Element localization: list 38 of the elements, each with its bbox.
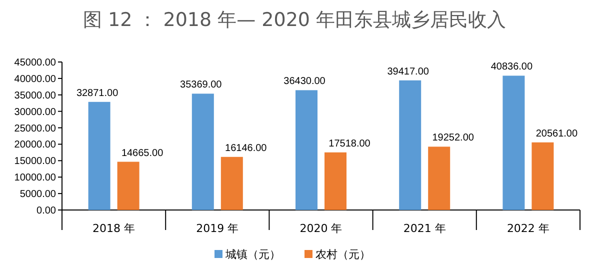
bar: [296, 90, 318, 210]
y-tick-label: 20000.00: [14, 140, 56, 151]
y-tick-label: 35000.00: [14, 90, 56, 102]
bar: [428, 146, 450, 210]
bar: [117, 162, 140, 210]
data-label: 36430.00: [284, 76, 326, 88]
x-tick-label: 2022 年: [506, 222, 550, 235]
x-tick-label: 2018 年: [92, 222, 136, 235]
bar: [192, 94, 214, 210]
data-label: 40836.00: [490, 62, 533, 73]
bar: [220, 156, 243, 210]
y-tick-label: 30000.00: [14, 106, 56, 118]
legend-label: 城镇（元）: [224, 248, 280, 261]
data-label: 20561.00: [536, 128, 578, 140]
x-tick-label: 2020 年: [300, 222, 342, 235]
y-tick-label: 5000.00: [20, 189, 56, 200]
bar: [88, 102, 110, 210]
bar: [502, 76, 525, 210]
bar: [532, 142, 554, 210]
data-label: 19252.00: [432, 132, 474, 144]
data-label: 16146.00: [225, 142, 268, 154]
x-tick-label: 2019 年: [196, 222, 239, 235]
bar: [399, 80, 422, 210]
data-label: 35369.00: [180, 80, 222, 91]
y-tick-label: 40000.00: [14, 74, 56, 85]
bar: [324, 152, 346, 210]
legend-label: 农村（元）: [316, 248, 370, 261]
y-tick-label: 45000.00: [14, 58, 56, 68]
chart-title: 图 12 ： 2018 年— 2020 年田东县城乡居民收入: [82, 9, 506, 31]
data-label: 39417.00: [387, 66, 430, 78]
data-label: 14665.00: [121, 148, 164, 159]
y-tick-label: 0.00: [36, 206, 56, 216]
x-tick-label: 2021 年: [403, 222, 446, 235]
y-tick-label: 25000.00: [14, 123, 56, 134]
y-tick-label: 15000.00: [14, 156, 56, 168]
data-label: 17518.00: [328, 138, 371, 150]
data-label: 32871.00: [76, 88, 119, 99]
y-tick-label: 10000.00: [14, 172, 56, 184]
